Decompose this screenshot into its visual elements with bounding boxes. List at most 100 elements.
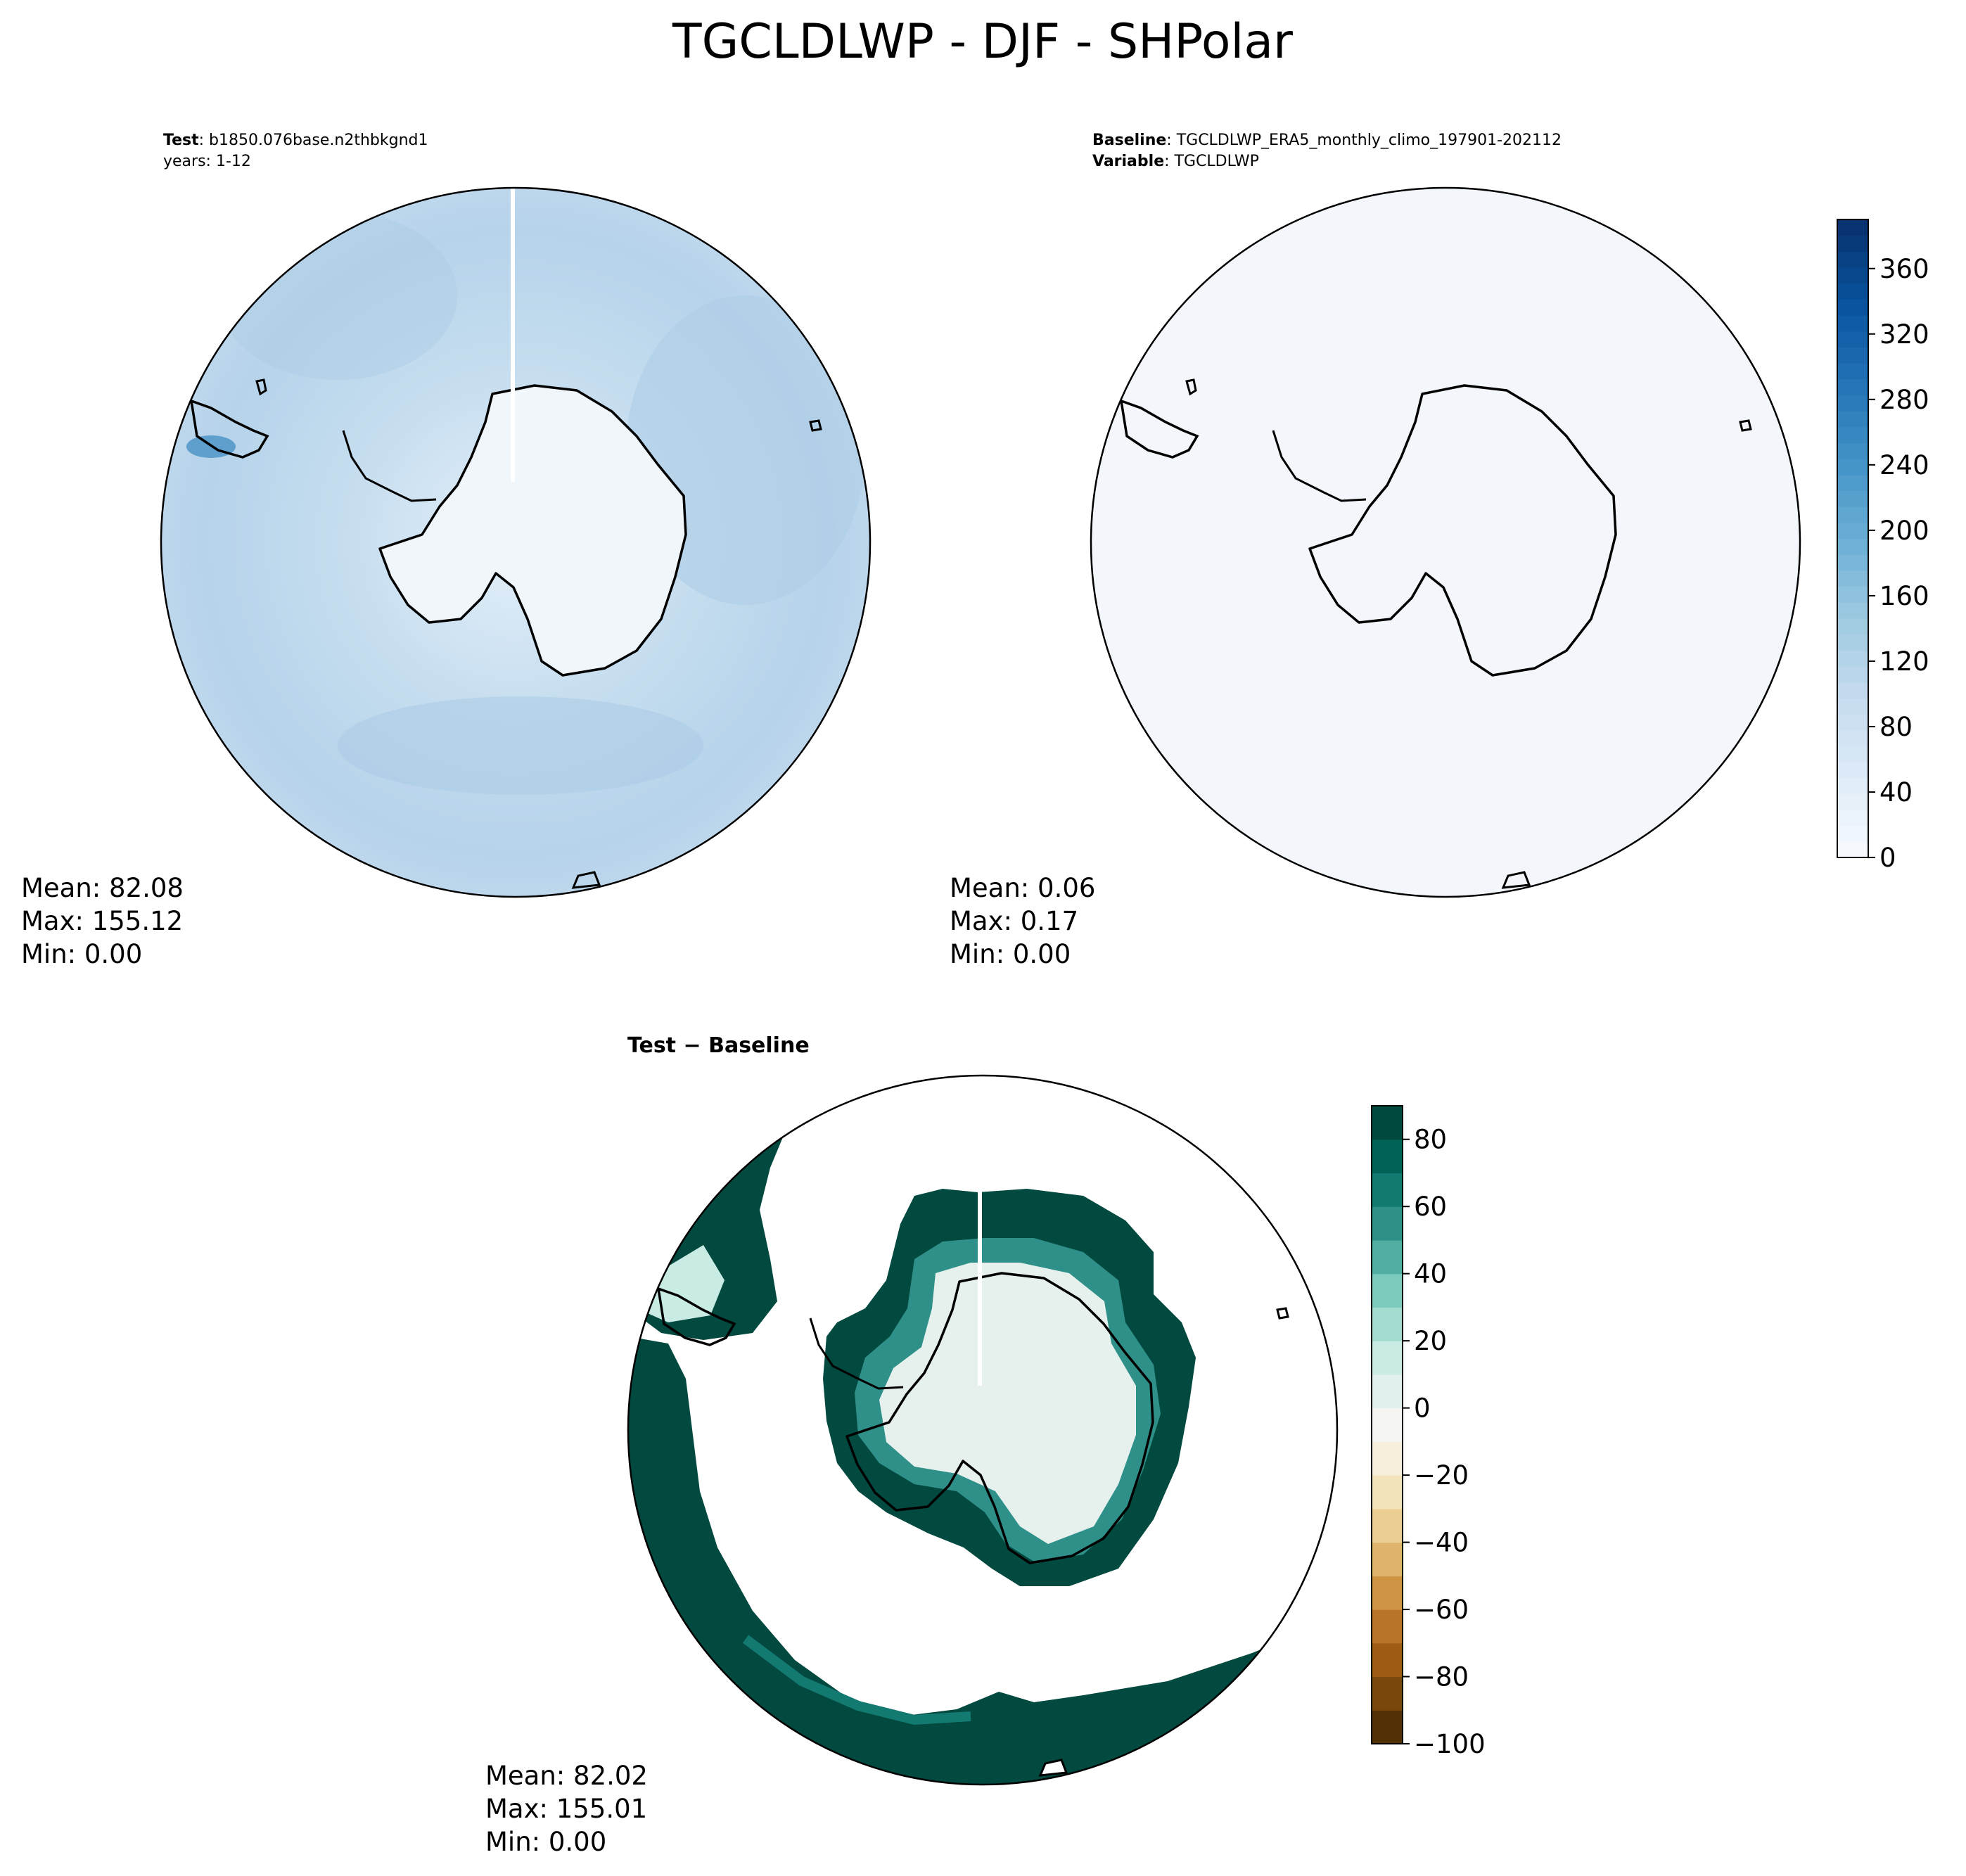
diff-title-sep: −: [683, 1033, 701, 1058]
diff-stat-max: Max: 155.01: [485, 1794, 647, 1824]
test-note-years: years: 1-12: [163, 153, 251, 170]
diff-title: Test − Baseline: [627, 1033, 810, 1058]
colorbar-segment: [1837, 841, 1868, 858]
colorbar-tick-label: 240: [1879, 450, 1929, 480]
diff-andes-low-patch: [637, 1245, 725, 1322]
colorbar-segment: [1837, 746, 1868, 762]
colorbar-segment: [1837, 761, 1868, 779]
colorbar-segment: [1837, 665, 1868, 683]
colorbar-tick-label: 40: [1414, 1259, 1447, 1289]
test-note-label: Test: [163, 132, 199, 149]
test-map-boundary: [160, 186, 872, 898]
colorbar-segment: [1837, 825, 1868, 842]
colorbar-frame: [1837, 219, 1869, 858]
colorbar-segment: [1372, 1206, 1403, 1241]
colorbar-segment: [1372, 1239, 1403, 1275]
colorbar-segment: [1837, 378, 1868, 396]
colorbar-segment: [1837, 490, 1868, 507]
diff-stat-min: Min: 0.00: [485, 1827, 606, 1857]
colorbar-segment: [1837, 395, 1868, 411]
colorbar-segment: [1372, 1475, 1403, 1510]
colorbar-tick-label: −20: [1414, 1460, 1469, 1491]
colorbar-segment: [1372, 1642, 1403, 1678]
colorbar-tick-label: 20: [1414, 1326, 1447, 1356]
colorbar-tick-label: 120: [1879, 646, 1929, 677]
test-stat-min: Min: 0.00: [21, 939, 142, 969]
baseline-stats: Mean: 0.06 Max: 0.17 Min: 0.00: [950, 873, 1095, 969]
diff-title-baseline: Baseline: [708, 1033, 810, 1058]
baseline-field: [1091, 188, 1800, 897]
baseline-stat-min: Min: 0.00: [950, 939, 1071, 969]
colorbar-segment: [1837, 618, 1868, 635]
colorbar-segment: [1837, 586, 1868, 603]
colorbar-tick-label: 0: [1414, 1393, 1431, 1424]
colorbar-tick-label: −60: [1414, 1595, 1469, 1625]
colorbar-segment: [1837, 729, 1868, 746]
colorbar-tick-label: −100: [1414, 1729, 1486, 1759]
falkland-islands: [1185, 378, 1197, 396]
colorbar-segment: [1837, 251, 1868, 268]
colorbar-segment: [1372, 1341, 1403, 1375]
colorbar-segment: [1837, 650, 1868, 667]
baseline-map-boundary: [1090, 186, 1801, 898]
baseline-note-dataset: : TGCLDLWP_ERA5_monthly_climo_197901-202…: [1166, 132, 1562, 149]
island: [1276, 1307, 1289, 1320]
colorbar-tick-label: 60: [1414, 1192, 1447, 1222]
colorbar-segment: [1837, 793, 1868, 810]
new-zealand-coast: [1501, 871, 1531, 889]
antarctica-coastline: [378, 384, 687, 677]
test-stats: Mean: 82.08 Max: 155.12 Min: 0.00: [21, 873, 184, 969]
colorbar-tick-label: 80: [1879, 712, 1913, 742]
diff-map-boundary: [627, 1074, 1339, 1786]
colorbar-segment: [1837, 442, 1868, 459]
island: [1739, 419, 1752, 432]
colorbar-segment: [1372, 1542, 1403, 1576]
colorbar-segment: [1837, 682, 1868, 698]
diff-westerly-band: [628, 1336, 1337, 1785]
colorbar-segment: [1372, 1273, 1403, 1308]
colorbar-tick-label: 360: [1879, 254, 1929, 284]
test-map: [161, 188, 870, 897]
colorbar-tick-label: 0: [1879, 843, 1896, 873]
new-zealand-coast: [1038, 1759, 1068, 1777]
antarctic-peninsula: [1272, 430, 1367, 502]
colorbar-segment: [1372, 1408, 1403, 1442]
antarctic-peninsula: [342, 430, 437, 502]
antarctica-coastline: [1308, 384, 1617, 677]
colorbar-tick-label: −40: [1414, 1528, 1469, 1558]
colorbar-segment: [1372, 1106, 1403, 1140]
baseline-note-label: Baseline: [1092, 132, 1166, 149]
colorbar-tick-label: 280: [1879, 385, 1929, 415]
colorbar-segment: [1837, 506, 1868, 523]
diff-stats: Mean: 82.02 Max: 155.01 Min: 0.00: [485, 1761, 648, 1857]
colorbar-segment: [1837, 809, 1868, 827]
colorbar-segment: [1837, 474, 1868, 492]
new-zealand-coast: [571, 871, 601, 889]
antarctic-peninsula: [809, 1317, 904, 1390]
colorbar-segment: [1837, 283, 1868, 300]
colorbar-segment: [1837, 331, 1868, 347]
diff-band-contour: [742, 1635, 971, 1725]
colorbar-segment: [1837, 634, 1868, 651]
colorbar-segment: [1372, 1710, 1403, 1744]
baseline-note-line1: Baseline: TGCLDLWP_ERA5_monthly_climo_19…: [1092, 132, 1562, 149]
baseline-stat-mean: Mean: 0.06: [950, 873, 1095, 903]
baseline-map: [1091, 188, 1800, 897]
colorbar-tick-label: 160: [1879, 581, 1929, 611]
test-note-case: : b1850.076base.n2thbkgnd1: [199, 132, 428, 149]
colorbar-segment: [1372, 1374, 1403, 1409]
colorbar-segment: [1837, 602, 1868, 619]
test-stat-mean: Mean: 82.08: [21, 873, 184, 903]
colorbar-segment: [1837, 570, 1868, 587]
test-panel: Test: b1850.076base.n2thbkgnd1 years: 1-…: [21, 132, 872, 969]
south-america-coast: [189, 399, 269, 459]
colorbar-segment: [1837, 299, 1868, 316]
colorbar-segment: [1372, 1307, 1403, 1341]
diff-panel: Test − Baseline Mean: 82.02: [485, 1033, 1339, 1857]
south-america-coast: [656, 1287, 736, 1346]
colorbar-segment: [1837, 459, 1868, 476]
colorbar-segment: [1837, 713, 1868, 731]
baseline-note-variable-label: Variable: [1092, 153, 1164, 170]
baseline-note-line2: Variable: TGCLDLWP: [1092, 153, 1259, 170]
colorbar-segment: [1837, 235, 1868, 252]
